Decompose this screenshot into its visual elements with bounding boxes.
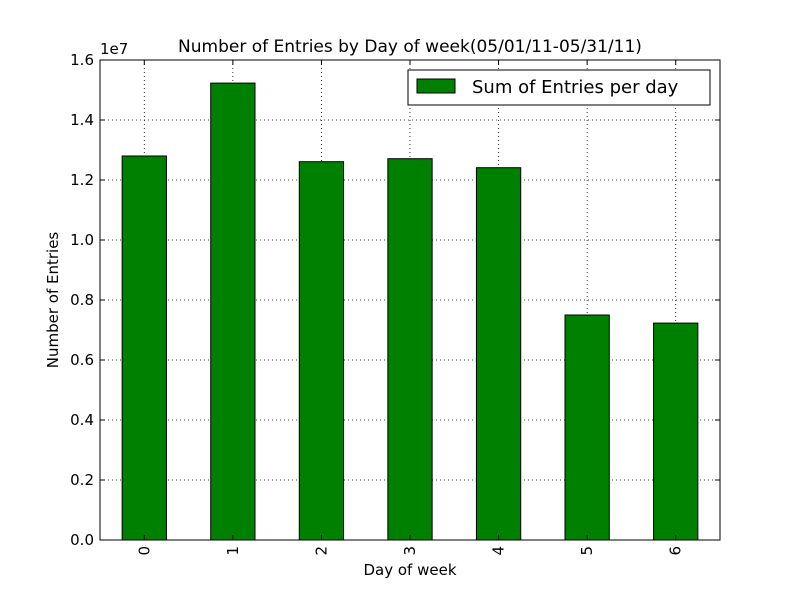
bars [121,82,699,541]
x-tick-label: 6 [667,546,685,556]
y-tick-label: 0.6 [70,351,94,369]
y-tick-label: 1.2 [70,171,94,189]
y-tick-label: 1.4 [70,111,94,129]
y-tick-label: 0.0 [70,531,94,549]
x-tick-label: 5 [578,546,596,556]
x-tick-label: 4 [490,546,508,556]
y-axis-multiplier: 1e7 [100,40,128,58]
legend: Sum of Entries per day [407,69,711,106]
bar [564,314,610,541]
x-tick-label: 2 [312,546,330,556]
y-tick-label: 1.6 [70,51,94,69]
bar [475,167,522,541]
bar [298,161,345,541]
y-tick-label: 0.4 [70,411,94,429]
axis-ticks: 0.0 0.2 0.4 0.6 0.8 1.0 1.2 1.4 1.6 0 1 2 3 4 5 6 [70,51,720,556]
legend-swatch [416,78,456,94]
legend-box [407,69,711,106]
y-axis-label: Number of Entries [44,232,62,369]
chart-title: Number of Entries by Day of week(05/01/1… [178,37,642,57]
y-tick-label: 0.2 [70,471,94,489]
legend-label: Sum of Entries per day [472,77,679,98]
x-axis-label: Day of week [363,561,456,579]
x-tick-label: 3 [401,546,419,556]
bar [210,82,256,541]
bar [653,322,699,541]
x-tick-label: 1 [224,546,242,556]
y-tick-label: 1.0 [70,231,94,249]
bar [387,158,433,541]
bar [121,155,167,541]
y-tick-label: 0.8 [70,291,94,309]
x-tick-label: 0 [135,546,153,556]
